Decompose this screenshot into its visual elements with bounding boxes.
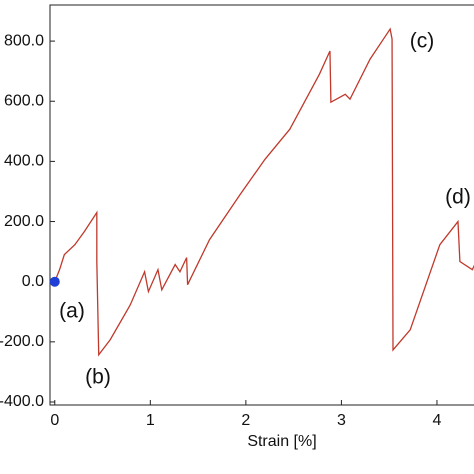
data-line <box>54 27 474 357</box>
start-marker <box>49 276 60 287</box>
annotation: (d) <box>445 186 471 209</box>
x-tick-label: 2 <box>241 412 250 429</box>
x-tick-label: 0 <box>50 412 59 429</box>
y-tick-label: -200.0 <box>0 333 44 350</box>
x-tick-label: 3 <box>337 412 346 429</box>
y-tick-label: 600.0 <box>4 92 44 109</box>
x-tick-label: 4 <box>433 412 442 429</box>
annotation: (b) <box>85 366 111 389</box>
y-tick-label: 800.0 <box>4 32 44 49</box>
x-tick-label: 1 <box>146 412 155 429</box>
plot-frame <box>49 4 474 406</box>
annotation: (c) <box>410 30 435 53</box>
y-tick-label: 0.0 <box>22 273 44 290</box>
x-axis-label: Strain [%] <box>247 433 316 450</box>
annotation: (a) <box>59 300 85 323</box>
y-tick-label: 400.0 <box>4 153 44 170</box>
y-tick-label: 200.0 <box>4 213 44 230</box>
y-tick-label: -400.0 <box>0 393 44 410</box>
